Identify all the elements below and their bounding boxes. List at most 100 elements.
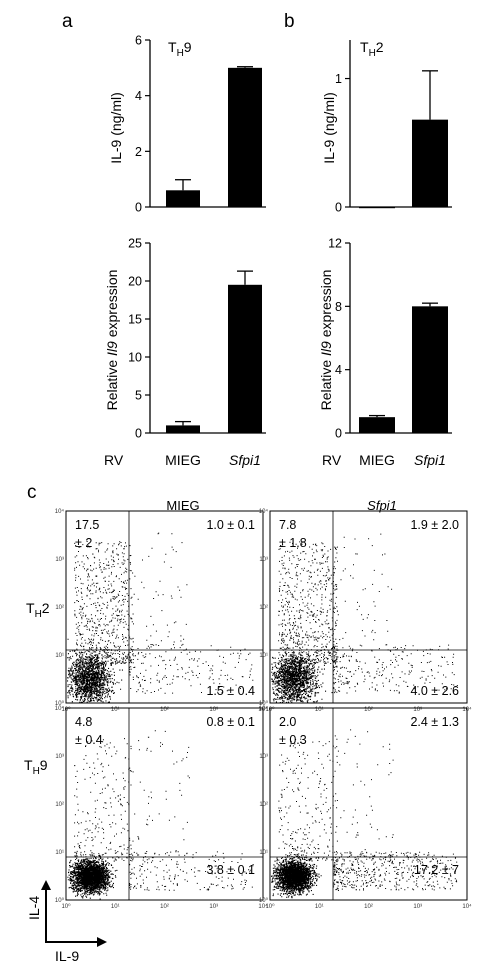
flow-y-tick-label: 10³ (259, 754, 268, 760)
flow-x-tick-label: 10² (364, 707, 373, 713)
figure-static: a b c TH9 TH2 IL-9 (ng/ml) IL-9 (ng/ml) … (24, 11, 446, 964)
y-tick-label: 20 (128, 275, 142, 289)
ylabel-a-bottom: Relative Il9 expression (104, 270, 120, 411)
ylabel-a-top: IL-9 (ng/ml) (108, 92, 124, 164)
flow-y-tick-label: 10² (55, 605, 64, 611)
category-sfpi1-a: Sfpi1 (229, 452, 261, 468)
rv-label-a: RV (104, 452, 124, 468)
category-mieg-a: MIEG (165, 452, 201, 468)
flow-plot-frame (269, 707, 468, 901)
flow-plot-frame (65, 510, 264, 704)
y-tick-label: 0 (335, 201, 342, 215)
flow-y-tick-label: 10¹ (55, 850, 64, 856)
quadrant-upper-left-error: ± 0.3 (279, 733, 307, 747)
flow-y-tick-label: 10⁴ (259, 705, 269, 712)
quadrant-upper-left-error: ± 0.4 (75, 733, 103, 747)
quadrant-lower-right-value: 4.0 ± 2.6 (410, 684, 459, 698)
flow-x-tick-label: 10⁰ (265, 903, 275, 910)
bar-mieg (359, 207, 395, 209)
flow-y-tick-label: 10² (259, 605, 268, 611)
flow-x-tick-label: 10⁴ (258, 903, 268, 910)
bar-chart-b-top: 01 (335, 40, 452, 215)
flow-y-tick-label: 10⁰ (55, 897, 65, 904)
quadrant-upper-left-value: 17.5 (75, 518, 99, 532)
rv-label-b: RV (322, 452, 342, 468)
row-header-th9: TH9 (24, 757, 48, 777)
bar-chart-a-bottom: 0 5 10 15 20 25 (128, 237, 266, 441)
quadrant-upper-left-value: 7.8 (279, 518, 296, 532)
flow-events (271, 533, 458, 704)
flow-y-tick-label: 10² (55, 802, 64, 808)
flow-y-tick-label: 10¹ (259, 850, 268, 856)
flow-y-tick-label: 10³ (55, 557, 64, 563)
flow-x-tick-label: 10¹ (111, 707, 120, 713)
y-tick-label: 4 (335, 363, 342, 377)
y-tick-label: 4 (135, 89, 142, 103)
condition-label-th9-a: TH9 (168, 39, 192, 59)
bar-chart-a-top: 0 2 4 6 (135, 34, 266, 215)
quadrant-upper-right-value: 1.9 ± 2.0 (410, 518, 459, 532)
y-tick-label: 1 (335, 72, 342, 86)
flow-y-tick-label: 10⁴ (55, 508, 65, 515)
flow-y-tick-label: 10¹ (259, 653, 268, 659)
flow-y-tick-label: 10⁰ (55, 700, 65, 707)
flow-y-tick-label: 10³ (259, 557, 268, 563)
panel-label-c: c (27, 482, 37, 503)
column-header-sfpi1: Sfpi1 (367, 498, 397, 513)
bar-sfpi1 (228, 67, 262, 207)
bar-mieg (359, 417, 395, 433)
flow-plot-mieg-th2: 10⁰ 10⁰ 10¹ 10¹ 10² 10² 10³ 10³ 10⁴ 10⁴ 17.5 ± 2 1.0… (55, 508, 268, 713)
category-sfpi1-b: Sfpi1 (414, 452, 446, 468)
panel-label-a: a (62, 11, 73, 32)
flow-x-tick-label: 10² (160, 707, 169, 713)
flow-y-tick-label: 10⁴ (259, 508, 269, 515)
flow-x-tick-label: 10³ (209, 707, 218, 713)
flow-y-tick-label: 10¹ (55, 653, 64, 659)
flow-y-axis-label: IL-4 (26, 896, 42, 920)
flow-y-tick-label: 10⁰ (259, 700, 269, 707)
panel-label-b: b (284, 11, 295, 32)
quadrant-upper-right-value: 2.4 ± 1.3 (410, 715, 459, 729)
flow-events (67, 730, 254, 900)
flow-x-tick-label: 10⁰ (61, 903, 71, 910)
flow-x-tick-label: 10² (160, 904, 169, 910)
flow-x-tick-label: 10⁴ (462, 903, 472, 910)
category-mieg-b: MIEG (359, 452, 395, 468)
bar-sfpi1 (412, 119, 448, 207)
flow-x-tick-label: 10³ (209, 904, 218, 910)
flow-x-tick-label: 10¹ (315, 707, 324, 713)
quadrant-lower-right-value: 17.2 ± 7 (414, 863, 459, 877)
y-tick-label: 15 (128, 313, 142, 327)
bar-sfpi1 (228, 284, 262, 433)
flow-y-tick-label: 10² (259, 802, 268, 808)
y-tick-label: 6 (135, 34, 142, 48)
flow-x-tick-label: 10² (364, 904, 373, 910)
flow-y-tick-label: 10³ (55, 754, 64, 760)
y-tick-label: 0 (135, 427, 142, 441)
y-tick-label: 12 (328, 237, 342, 251)
flow-events (67, 532, 254, 703)
bar-mieg (166, 190, 200, 207)
y-tick-label: 10 (128, 351, 142, 365)
quadrant-upper-left-error: ± 1.8 (279, 536, 307, 550)
flow-x-tick-label: 10¹ (315, 904, 324, 910)
condition-label-th2-b: TH2 (360, 39, 384, 59)
quadrant-upper-left-error: ± 2 (75, 536, 92, 550)
flow-x-tick-label: 10³ (413, 707, 422, 713)
flow-y-tick-label: 10⁰ (259, 897, 269, 904)
column-header-mieg: MIEG (166, 498, 199, 513)
flow-y-tick-label: 10⁴ (55, 705, 65, 712)
flow-x-axis-label: IL-9 (55, 948, 79, 964)
quadrant-lower-right-value: 3.8 ± 0.1 (206, 863, 255, 877)
flow-plot-frame (65, 707, 264, 901)
y-tick-label: 2 (135, 145, 142, 159)
quadrant-upper-right-value: 1.0 ± 0.1 (206, 518, 255, 532)
y-tick-label: 5 (135, 389, 142, 403)
ylabel-b-top: IL-9 (ng/ml) (321, 92, 337, 164)
